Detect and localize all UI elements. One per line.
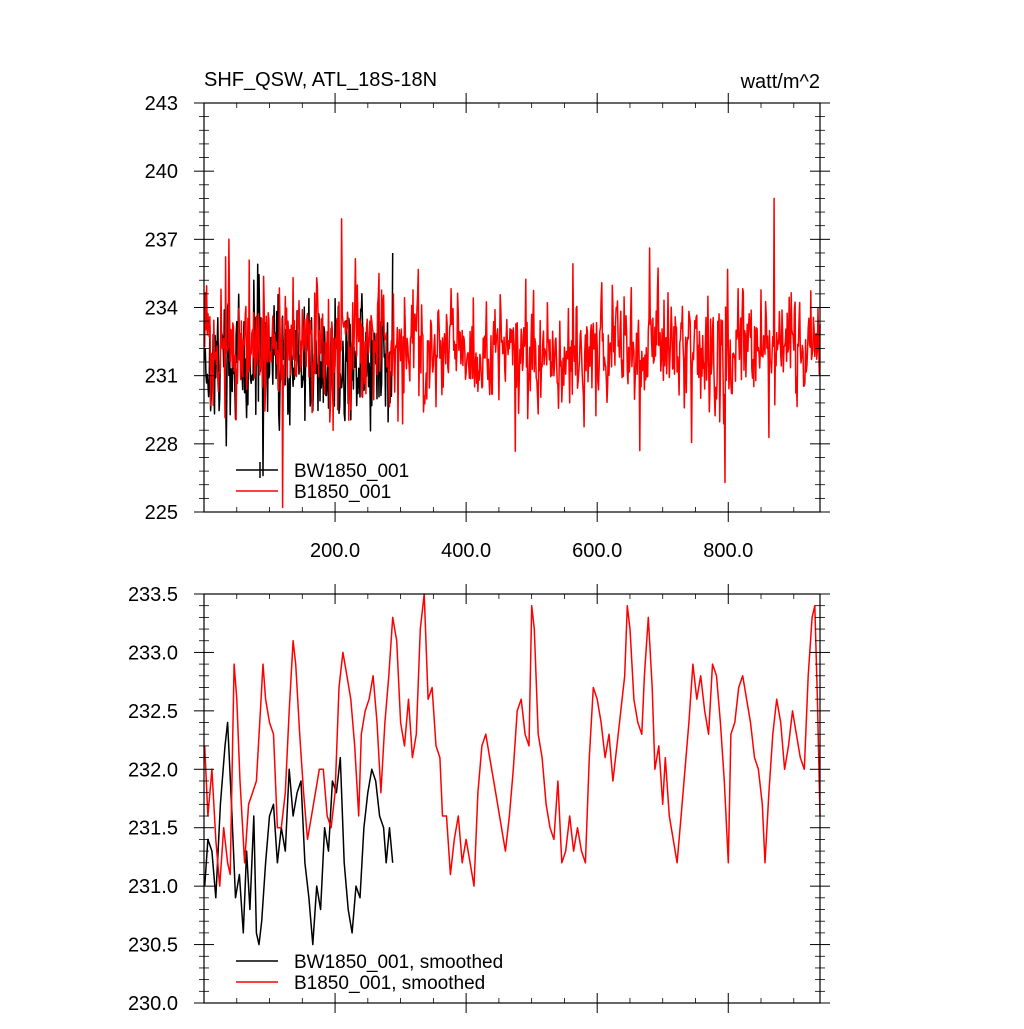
bottom-panel: 230.0 230.5 231.0 231.5 232.0 232.5 233.0 233.5… xyxy=(128,584,830,1015)
y-tick-label: 234 xyxy=(145,298,178,320)
y-tick-label: 228 xyxy=(145,434,178,456)
legend-label: B1850_001, smoothed xyxy=(294,973,485,994)
x-tick-label: 800.0 xyxy=(703,540,753,562)
y-tick-label: 230.5 xyxy=(128,935,178,957)
y-tick-label: 231.0 xyxy=(128,876,178,898)
x-tick-label: 200.0 xyxy=(310,540,360,562)
series-line-b1850 xyxy=(203,593,821,887)
legend-label: B1850_001 xyxy=(294,482,391,503)
y-tick-label: 230.0 xyxy=(128,993,178,1015)
legend-label: BW1850_001, smoothed xyxy=(294,952,503,973)
y-tick-label: 240 xyxy=(145,161,178,183)
units-label: watt/m^2 xyxy=(740,71,820,93)
chart-title: SHF_QSW, ATL_18S-18N xyxy=(204,69,437,91)
series-line-bw1850 xyxy=(203,252,394,477)
bottom-plot-frame xyxy=(203,593,821,1004)
y-tick-label: 233.0 xyxy=(128,642,178,664)
y-tick-label: 232.0 xyxy=(128,759,178,781)
x-tick-label: 400.0 xyxy=(441,540,491,562)
y-tick-label: 237 xyxy=(145,229,178,251)
y-tick-label: 232.5 xyxy=(128,701,178,723)
y-tick-label: 231.5 xyxy=(128,818,178,840)
bottom-series-group xyxy=(203,593,821,946)
series-line-b1850 xyxy=(203,197,821,509)
top-axis-ticks: 225 228 231 234 237 240 243 200.0 400.0 600.0 800.… xyxy=(145,93,830,562)
top-panel: SHF_QSW, ATL_18S-18N watt/m^2 2252282312… xyxy=(145,69,830,562)
legend-label: BW1850_001 xyxy=(294,461,409,482)
y-tick-label: 225 xyxy=(145,502,178,524)
y-tick-label: 233.5 xyxy=(128,584,178,606)
y-tick-label: 231 xyxy=(145,366,178,388)
series-line-bw1850 xyxy=(203,721,394,946)
x-tick-label: 600.0 xyxy=(572,540,622,562)
top-series-group xyxy=(203,197,821,509)
y-tick-label: 243 xyxy=(145,93,178,115)
bottom-axis-ticks: 230.0 230.5 231.0 231.5 232.0 232.5 233.0 233.5 xyxy=(128,584,830,1015)
